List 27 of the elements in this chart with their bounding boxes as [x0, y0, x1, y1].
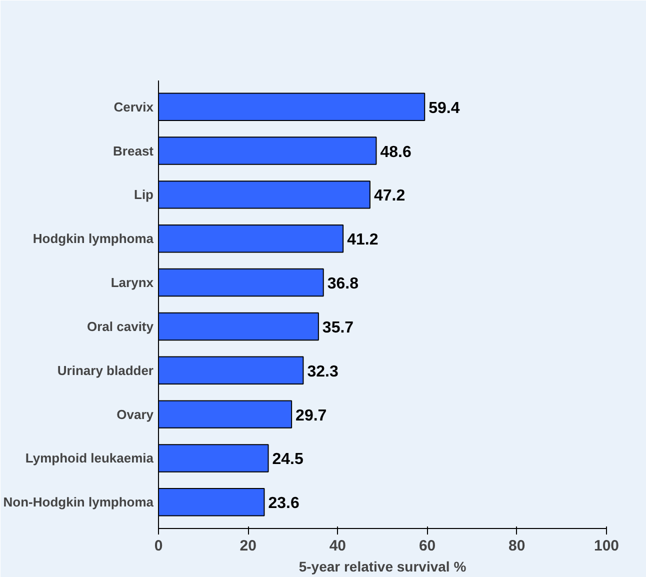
data-label: 47.2 [374, 188, 406, 205]
data-label: 32.3 [307, 363, 338, 380]
y-tick-label: Breast [113, 143, 154, 158]
y-tick-label: Urinary bladder [57, 362, 154, 378]
y-tick-label: Lymphoid leukaemia [25, 450, 154, 466]
data-label: 24.5 [272, 451, 304, 468]
y-tick-label: Hodgkin lymphoma [32, 231, 154, 246]
x-axis-title: 5-year relative survival % [298, 558, 467, 574]
y-tick-label: Cervix [114, 99, 154, 114]
data-label: 59.4 [428, 100, 460, 117]
x-tick-label: 60 [418, 538, 436, 554]
x-tick-label: 20 [240, 538, 256, 554]
y-tick-label: Larynx [110, 275, 154, 290]
data-label: 29.7 [296, 407, 327, 424]
x-tick-label: 80 [508, 538, 526, 554]
x-tick-label: 40 [329, 538, 346, 554]
x-tick-label: 100 [594, 538, 620, 554]
data-label: 41.2 [347, 232, 378, 249]
data-label: 36.8 [327, 276, 359, 293]
y-tick-label: Oral cavity [87, 318, 154, 334]
y-tick-label: Lip [134, 187, 154, 202]
data-label: 23.6 [268, 495, 300, 512]
data-label: 35.7 [322, 319, 354, 336]
y-tick-label: Non-Hodgkin lymphoma [3, 494, 154, 510]
x-tick-label: 0 [154, 538, 163, 554]
y-tick-label: Ovary [116, 406, 154, 422]
data-label: 48.6 [380, 144, 412, 161]
